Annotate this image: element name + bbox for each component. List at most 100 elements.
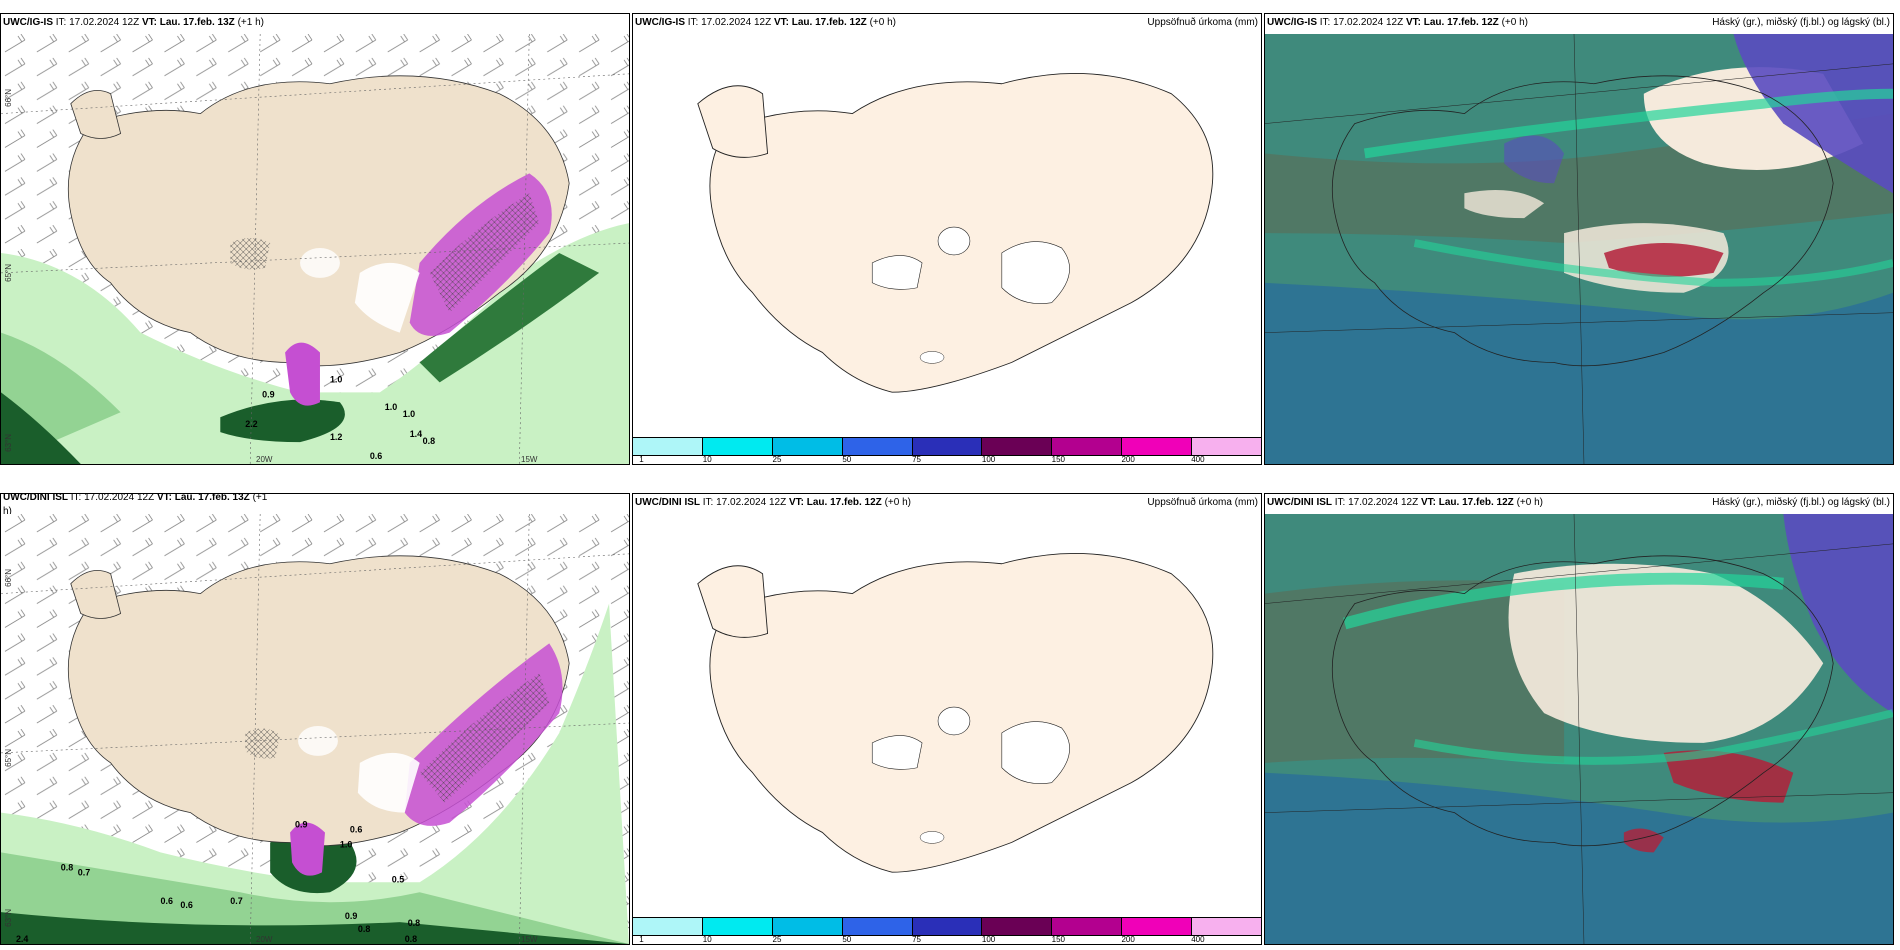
colorbar-swatch [982,918,1053,935]
colorbar-swatch [1192,438,1261,455]
panel-header: UWC/DINI ISL IT: 17.02.2024 12Z VT: Lau.… [1267,497,1543,508]
colorbar-swatch [633,918,703,935]
precip-value-label: 0.9 [295,820,307,830]
colorbar-swatch [1052,438,1123,455]
lon-label: 15W [521,455,538,464]
panel-title: Uppsöfnuð úrkoma (mm) [1147,497,1258,508]
it-value: 17.02.2024 12Z [701,17,772,28]
colorbar-label: 10 [702,455,712,464]
panel-header: UWC/IG-IS IT: 17.02.2024 12Z VT: Lau. 17… [3,17,264,28]
colorbar-label: 1 [639,455,644,464]
colorbar-label: 25 [772,935,782,944]
vt-label: VT: [788,497,804,508]
forecast-offset: (+1 h) [237,17,264,28]
model-name: UWC/IG-IS [3,17,53,28]
precip-value-label: 0.6 [160,896,172,906]
vt-value: Lau. 17.feb. 12Z [791,17,867,28]
lon-label: 20W [256,935,273,944]
panel-header: UWC/DINI ISL IT: 17.02.2024 12Z VT: Lau.… [3,493,267,503]
vt-label: VT: [1420,497,1436,508]
lat-label: 66°N [4,569,13,587]
model-name: UWC/DINI ISL [3,493,68,503]
panel-title: Háský (gr.), miðský (fj.bl.) og lágský (… [1712,17,1890,28]
vt-value: Lau. 17.feb. 12Z [1438,497,1514,508]
colorbar-labels: 1 10 25 50 75 100 150 200 400 [633,455,1261,464]
colorbar-label: 75 [912,935,922,944]
it-label: IT: [70,493,82,503]
cloud-panel-dini: UWC/DINI ISL IT: 17.02.2024 12Z VT: Lau.… [1264,493,1894,945]
vt-value: Lau. 17.feb. 13Z [159,17,235,28]
panel-header: UWC/DINI ISL IT: 17.02.2024 12Z VT: Lau.… [635,497,911,508]
colorbar-swatch [912,438,983,455]
panel-header-wrap: h) [3,506,12,517]
colorbar-swatch [1192,918,1261,935]
cloud-panel-ig: UWC/IG-IS IT: 17.02.2024 12Z VT: Lau. 17… [1264,13,1894,465]
precip-value-label: 1.4 [410,429,422,439]
it-label: IT: [55,17,67,28]
colorbar-label: 50 [842,455,852,464]
precip-value-label: 0.6 [370,451,382,461]
lon-label: 20W [256,455,273,464]
model-name: UWC/DINI ISL [635,497,700,508]
colorbar-swatch [1122,918,1193,935]
lat-label: 66°N [4,89,13,107]
precip-value-label: 0.8 [358,924,370,934]
colorbar-swatch [702,438,773,455]
colorbar-label: 150 [1051,455,1066,464]
precip-value-label: 0.8 [405,934,417,944]
precip-panel-ig: UWC/IG-IS IT: 17.02.2024 12Z VT: Lau. 17… [632,13,1262,465]
precip-value-label: 1.0 [403,409,415,419]
it-value: 17.02.2024 12Z [69,17,140,28]
vt-label: VT: [1405,17,1421,28]
colorbar-swatch [633,438,703,455]
colorbar-swatches [633,917,1261,936]
colorbar-label: 100 [981,935,996,944]
colorbar-label: 400 [1191,455,1205,464]
panel-header: UWC/IG-IS IT: 17.02.2024 12Z VT: Lau. 17… [1267,17,1528,28]
precip-value-label: 0.5 [392,874,404,884]
lat-label: 65°N [4,749,13,767]
precip-value-label: 0.6 [350,825,362,835]
colorbar-label: 10 [702,935,712,944]
precip-value-label: 0.7 [78,867,90,877]
it-value: 17.02.2024 12Z [1348,497,1419,508]
colorbar-label: 1 [639,935,644,944]
precip-value-label: 0.8 [408,918,420,928]
forecast-offset: (+0 h) [869,17,896,28]
vt-value: Lau. 17.feb. 12Z [1423,17,1499,28]
it-label: IT: [1334,497,1346,508]
colorbar-label: 400 [1191,935,1205,944]
precip-value-label: 0.8 [423,436,435,446]
precip-value-label: 0.6 [180,900,192,910]
colorbar: 1 10 25 50 75 100 150 200 400 [633,917,1261,944]
colorbar-swatch [772,438,843,455]
precip-value-label: 0.7 [230,896,242,906]
panel-title: Háský (gr.), miðský (fj.bl.) og lágský (… [1712,497,1890,508]
it-value: 17.02.2024 12Z [1333,17,1404,28]
precip-value-label: 0.9 [262,389,274,399]
colorbar-swatches [633,437,1261,456]
vt-label: VT: [156,493,172,503]
colorbar-label: 75 [912,455,922,464]
precip-map [633,34,1261,436]
lon-label: 15W [521,935,538,944]
it-value: 17.02.2024 12Z [716,497,787,508]
it-value: 17.02.2024 12Z [84,493,155,503]
colorbar-swatch [982,438,1053,455]
wind-map: 1.0 0.9 1.0 1.4 0.8 0.6 2.2 1.2 1.0 66°N… [1,34,629,464]
colorbar-label: 100 [981,455,996,464]
precip-panel-dini: UWC/DINI ISL IT: 17.02.2024 12Z VT: Lau.… [632,493,1262,945]
lat-label: 65°N [4,264,13,282]
colorbar-swatch [1122,438,1193,455]
model-name: UWC/IG-IS [635,17,685,28]
wind-panel-dini: UWC/DINI ISL IT: 17.02.2024 12Z VT: Lau.… [0,493,630,945]
panel-header: UWC/IG-IS IT: 17.02.2024 12Z VT: Lau. 17… [635,17,896,28]
cloud-map [1265,514,1893,944]
precip-map [633,514,1261,916]
colorbar-swatch [842,438,913,455]
it-label: IT: [1319,17,1331,28]
colorbar-swatch [772,918,843,935]
wind-panel-ig: UWC/IG-IS IT: 17.02.2024 12Z VT: Lau. 17… [0,13,630,465]
forecast-offset: (+0 h) [884,497,911,508]
vt-value: Lau. 17.feb. 12Z [806,497,882,508]
